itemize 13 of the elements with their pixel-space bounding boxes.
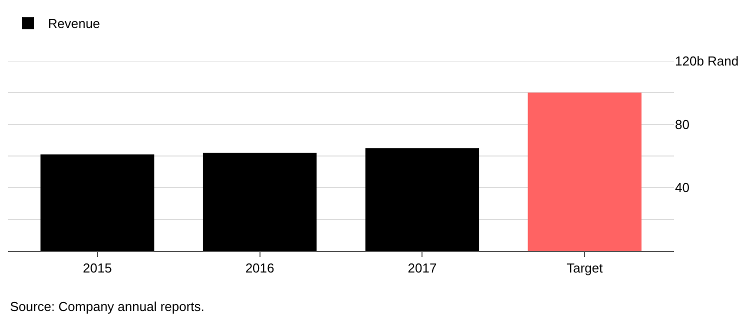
bar xyxy=(365,148,480,251)
y-tick-label: 120b Rand xyxy=(675,54,739,69)
bar xyxy=(528,92,642,251)
x-tick-label: 2015 xyxy=(82,260,112,276)
source-note: Source: Company annual reports. xyxy=(10,299,204,314)
y-tick-label: 80 xyxy=(675,116,690,132)
x-tick-label: 2016 xyxy=(245,260,274,276)
y-tick-label: 40 xyxy=(675,180,690,196)
bar xyxy=(40,154,154,251)
bar xyxy=(202,152,317,251)
x-tick-label: Target xyxy=(566,260,604,276)
legend-label: Revenue xyxy=(48,16,100,32)
x-tick-label: 2017 xyxy=(408,260,437,276)
